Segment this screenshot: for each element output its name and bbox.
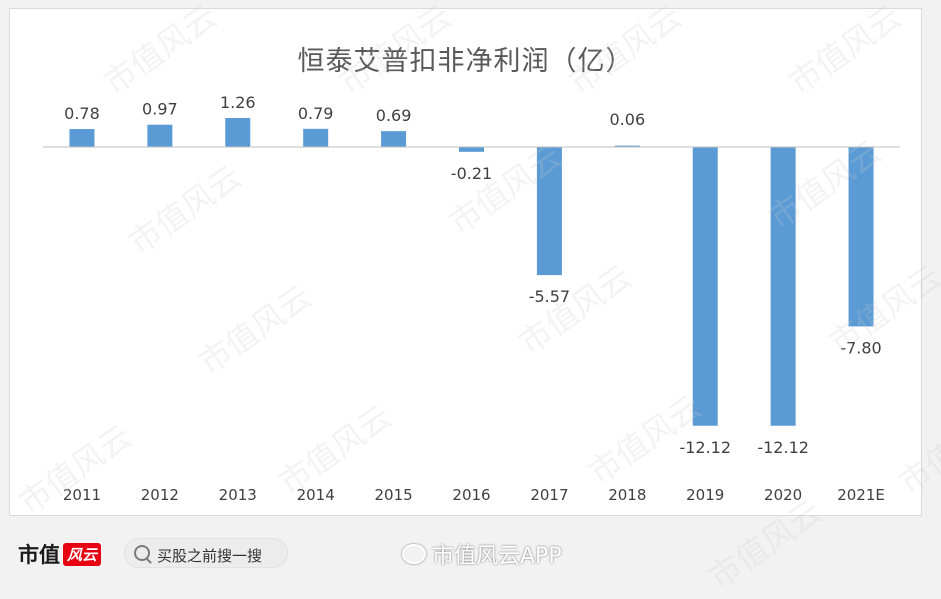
weibo-watermark: 市值风云APP <box>402 538 562 570</box>
brand-logo[interactable]: 市值 风云 <box>18 539 102 569</box>
data-label-2015: 0.69 <box>376 106 412 125</box>
bar-2021E <box>848 147 874 327</box>
x-tick-label-2017: 2017 <box>530 486 568 504</box>
data-label-2011: 0.78 <box>64 104 100 123</box>
bar-2019 <box>692 147 718 426</box>
search-box[interactable]: 买股之前搜一搜 <box>124 538 288 568</box>
search-icon <box>134 545 150 561</box>
bar-2015 <box>381 131 407 147</box>
x-tick-label-2015: 2015 <box>374 486 412 504</box>
bar-2017 <box>536 147 562 276</box>
data-label-2017: -5.57 <box>529 287 570 306</box>
footer-bar: 市值 风云 买股之前搜一搜 市值风云APP <box>0 524 941 583</box>
brand-logo-text: 市值 <box>18 542 60 567</box>
x-tick-label-2014: 2014 <box>297 486 335 504</box>
data-label-2018: 0.06 <box>610 110 646 129</box>
chart-card: 恒泰艾普扣非净利润（亿） 0.78 2011 0.97 2012 1.26 2013 0.7… <box>9 8 922 516</box>
data-label-2014: 0.79 <box>298 104 334 123</box>
bar-chart: 0.78 2011 0.97 2012 1.26 2013 0.79 2014 0.69 2015… <box>43 93 900 504</box>
bar-2016 <box>459 147 484 152</box>
data-label-2021E: -7.80 <box>840 338 881 357</box>
bar-2014 <box>303 128 329 147</box>
bar-2020 <box>770 147 796 426</box>
x-tick-label-2013: 2013 <box>219 486 257 504</box>
bar-2018 <box>614 145 640 147</box>
bar-2012 <box>147 124 173 147</box>
weibo-text: 市值风云APP <box>432 544 562 569</box>
brand-logo-tag: 风云 <box>63 543 102 566</box>
x-tick-label-2012: 2012 <box>141 486 179 504</box>
bar-2011 <box>69 129 95 147</box>
data-label-2020: -12.12 <box>757 438 809 457</box>
x-tick-label-2016: 2016 <box>452 486 490 504</box>
x-tick-label-2018: 2018 <box>608 486 646 504</box>
search-placeholder: 买股之前搜一搜 <box>157 547 263 565</box>
bar-2013 <box>225 118 251 147</box>
data-label-2013: 1.26 <box>220 93 256 112</box>
x-tick-label-2011: 2011 <box>63 486 101 504</box>
data-label-2016: -0.21 <box>451 164 492 183</box>
data-label-2012: 0.97 <box>142 100 178 119</box>
x-tick-label-2019: 2019 <box>686 486 724 504</box>
data-label-2019: -12.12 <box>679 438 731 457</box>
weibo-icon <box>402 544 426 564</box>
x-tick-label-2021E: 2021E <box>837 486 885 504</box>
chart-title: 恒泰艾普扣非净利润（亿） <box>297 46 634 77</box>
x-tick-label-2020: 2020 <box>764 486 802 504</box>
